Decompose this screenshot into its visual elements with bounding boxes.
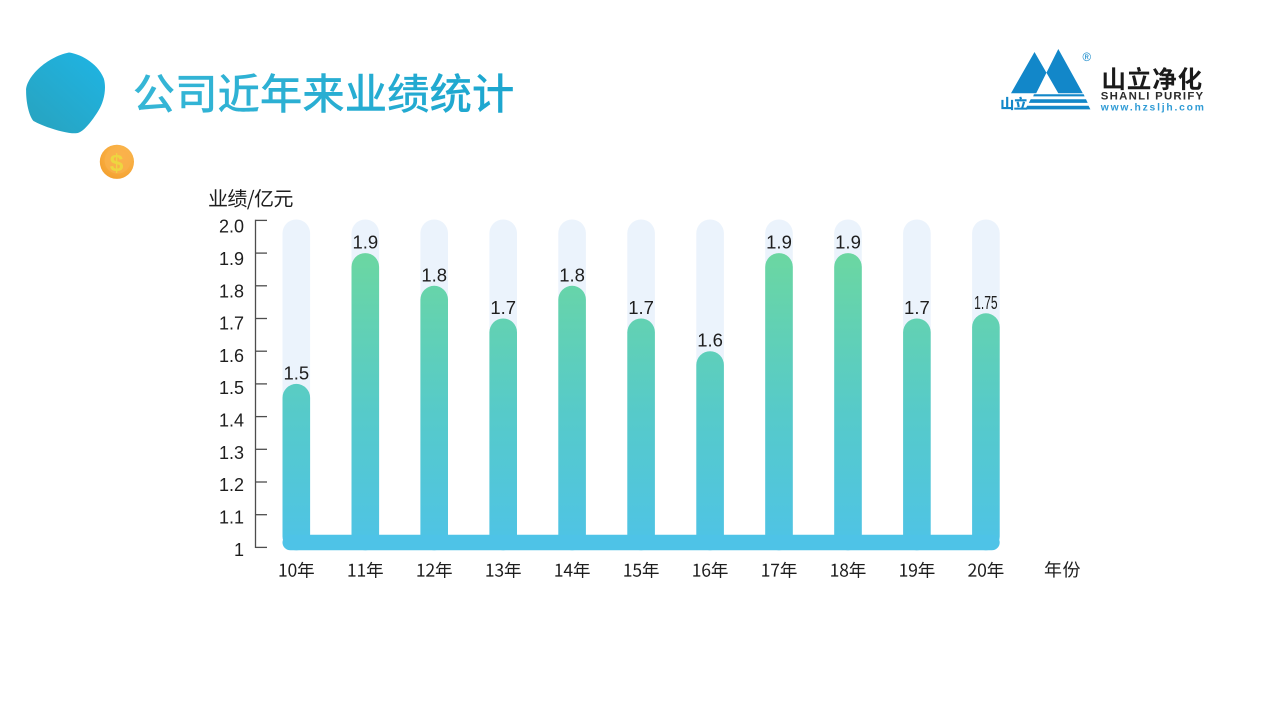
svg-text:1.1: 1.1 [219,508,244,528]
svg-text:1.5: 1.5 [219,378,244,398]
svg-text:1.9: 1.9 [352,232,378,253]
svg-text:$: $ [110,150,124,177]
svg-text:1.7: 1.7 [628,297,654,318]
svg-text:SHANLI PURIFY: SHANLI PURIFY [1101,91,1205,103]
svg-text:1.6: 1.6 [697,330,723,351]
svg-text:1.5: 1.5 [283,362,309,383]
svg-text:1.8: 1.8 [219,281,244,301]
svg-text:1.75: 1.75 [974,292,998,313]
svg-text:1.2: 1.2 [219,475,244,495]
svg-text:1.3: 1.3 [219,443,244,463]
svg-text:1: 1 [234,540,244,560]
svg-text:1.8: 1.8 [559,264,585,285]
svg-text:1.7: 1.7 [219,314,244,334]
svg-text:2.0: 2.0 [219,217,244,237]
svg-text:®: ® [1083,52,1092,64]
svg-text:www.hzsljh.com: www.hzsljh.com [1100,102,1206,113]
svg-text:1.6: 1.6 [219,346,244,366]
svg-text:1.9: 1.9 [766,232,792,253]
svg-text:1.9: 1.9 [219,249,244,269]
svg-text:1.7: 1.7 [490,297,516,318]
svg-text:1.9: 1.9 [835,232,861,253]
svg-text:1.7: 1.7 [904,297,930,318]
svg-text:1.4: 1.4 [219,411,244,431]
svg-text:1.8: 1.8 [421,264,447,285]
